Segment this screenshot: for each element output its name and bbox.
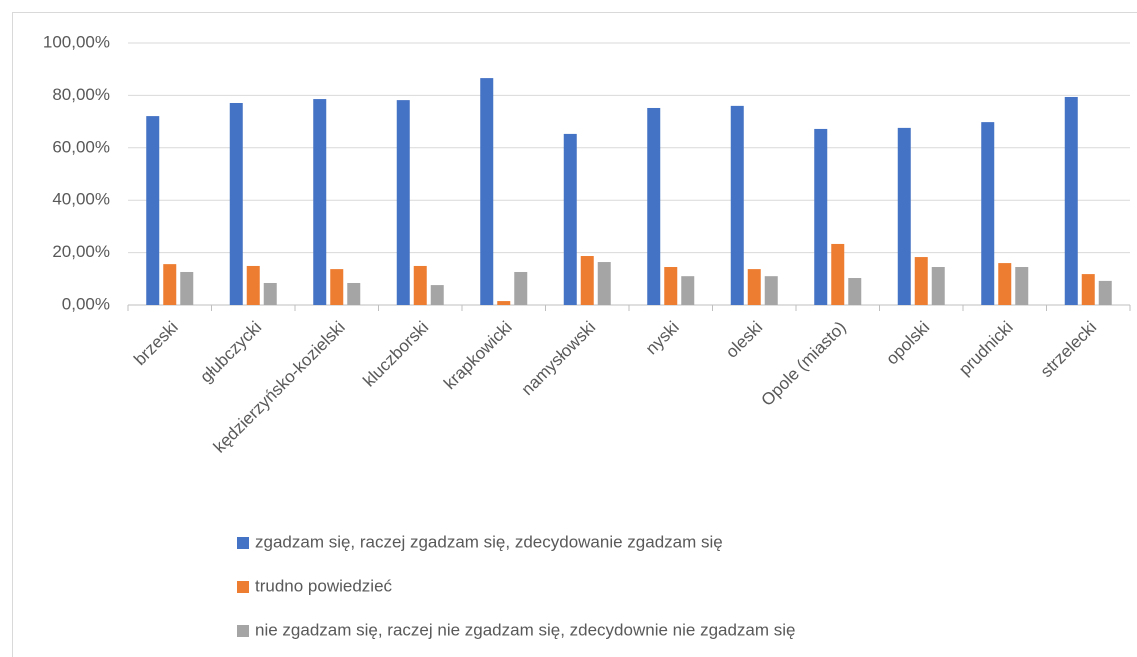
bar (146, 116, 160, 306)
legend-label: nie zgadzam się, raczej nie zgadzam się,… (255, 620, 796, 639)
bar (1098, 280, 1112, 305)
bar (313, 99, 327, 306)
bar (998, 263, 1012, 305)
bar (831, 243, 845, 305)
bar (497, 301, 511, 305)
legend-swatch (237, 625, 249, 637)
bar (981, 122, 995, 306)
chart-frame (12, 12, 1137, 657)
bar (1081, 274, 1095, 305)
y-tick-label: 0,00% (62, 294, 110, 313)
bar (730, 105, 744, 305)
bar (664, 267, 678, 305)
bar (814, 128, 828, 305)
bar (413, 265, 427, 305)
bar (330, 269, 344, 305)
y-tick-label: 20,00% (52, 242, 110, 261)
bar (1064, 96, 1078, 305)
y-tick-label: 40,00% (52, 190, 110, 209)
bar (580, 256, 594, 305)
legend-label: trudno powiedzieć (255, 576, 393, 595)
bar (597, 262, 611, 305)
bar (747, 269, 761, 305)
bar (931, 267, 945, 305)
bar (1015, 267, 1029, 305)
legend-label: zgadzam się, raczej zgadzam się, zdecydo… (255, 532, 723, 551)
bar (897, 127, 911, 305)
y-tick-label: 100,00% (43, 32, 110, 51)
bar (430, 285, 444, 305)
bar (681, 276, 695, 305)
bar (180, 271, 194, 305)
bar (163, 264, 177, 305)
bar (514, 271, 528, 305)
bar (764, 276, 778, 305)
bar (563, 133, 577, 305)
bar (848, 278, 862, 305)
bar (229, 102, 243, 305)
legend-swatch (237, 581, 249, 593)
bar (396, 100, 410, 305)
bar (914, 257, 928, 305)
y-tick-label: 60,00% (52, 137, 110, 156)
bar (347, 282, 361, 305)
y-tick-label: 80,00% (52, 85, 110, 104)
bar (263, 282, 277, 305)
bar (246, 265, 260, 305)
bar (480, 78, 494, 305)
bar (647, 107, 661, 305)
legend-swatch (237, 537, 249, 549)
